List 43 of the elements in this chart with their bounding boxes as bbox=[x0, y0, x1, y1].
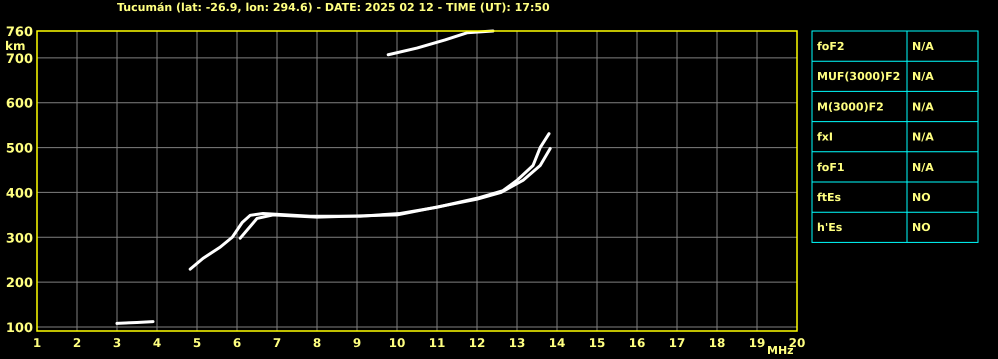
x-tick-label: 15 bbox=[588, 336, 606, 350]
text: NO bbox=[912, 221, 931, 234]
y-tick-label: 400 bbox=[6, 186, 33, 202]
x-tick-label: 2 bbox=[72, 336, 82, 350]
y-tick-label: 600 bbox=[6, 96, 33, 112]
text: N/A bbox=[912, 130, 934, 144]
text: NO bbox=[912, 191, 931, 204]
chart-title: Tucumán (lat: -26.9, lon: 294.6) - DATE: 2025 02 12 - TIME (UT): 17:50 bbox=[117, 1, 550, 14]
x-tick-label: 3 bbox=[112, 336, 122, 350]
y-tick-label: 300 bbox=[6, 231, 33, 246]
text: N/A bbox=[912, 70, 934, 84]
y-tick-label: 100 bbox=[6, 320, 33, 336]
category-label: foF2 bbox=[817, 40, 845, 53]
text: N/A bbox=[912, 160, 934, 174]
y-axis-title: km bbox=[5, 39, 26, 53]
category-label: foF1 bbox=[817, 160, 845, 174]
x-tick-label: 4 bbox=[152, 336, 162, 350]
x-tick-label: 9 bbox=[352, 336, 362, 350]
category-label: M(3000)F2 bbox=[817, 100, 884, 114]
x-tick-label: 14 bbox=[548, 336, 566, 350]
y-tick-label: 200 bbox=[6, 276, 33, 292]
x-tick-label: 12 bbox=[468, 336, 486, 350]
x-tick-label: 10 bbox=[388, 336, 406, 350]
y-tick-label: 760 bbox=[6, 25, 33, 40]
x-tick-label: 16 bbox=[628, 336, 646, 350]
x-tick-label: 5 bbox=[192, 336, 202, 350]
category-label: ftEs bbox=[817, 191, 842, 204]
x-tick-label: 7 bbox=[272, 336, 282, 350]
x-tick-label: 11 bbox=[428, 336, 446, 350]
x-tick-label: 1 bbox=[32, 336, 42, 350]
category-label: fxI bbox=[817, 130, 833, 144]
category-label: h'Es bbox=[817, 221, 842, 234]
y-tick-label: 700 bbox=[6, 52, 33, 67]
y-tick-label: 500 bbox=[6, 142, 33, 157]
x-tick-label: 18 bbox=[708, 336, 726, 350]
text: N/A bbox=[912, 40, 934, 53]
x-tick-label: 17 bbox=[668, 336, 686, 350]
x-tick-label: 8 bbox=[312, 336, 322, 350]
x-tick-label: 19 bbox=[748, 336, 766, 350]
category-label: MUF(3000)F2 bbox=[817, 70, 900, 84]
x-tick-label: 13 bbox=[508, 336, 526, 350]
x-tick-label: 6 bbox=[232, 336, 242, 350]
text: N/A bbox=[912, 100, 934, 114]
